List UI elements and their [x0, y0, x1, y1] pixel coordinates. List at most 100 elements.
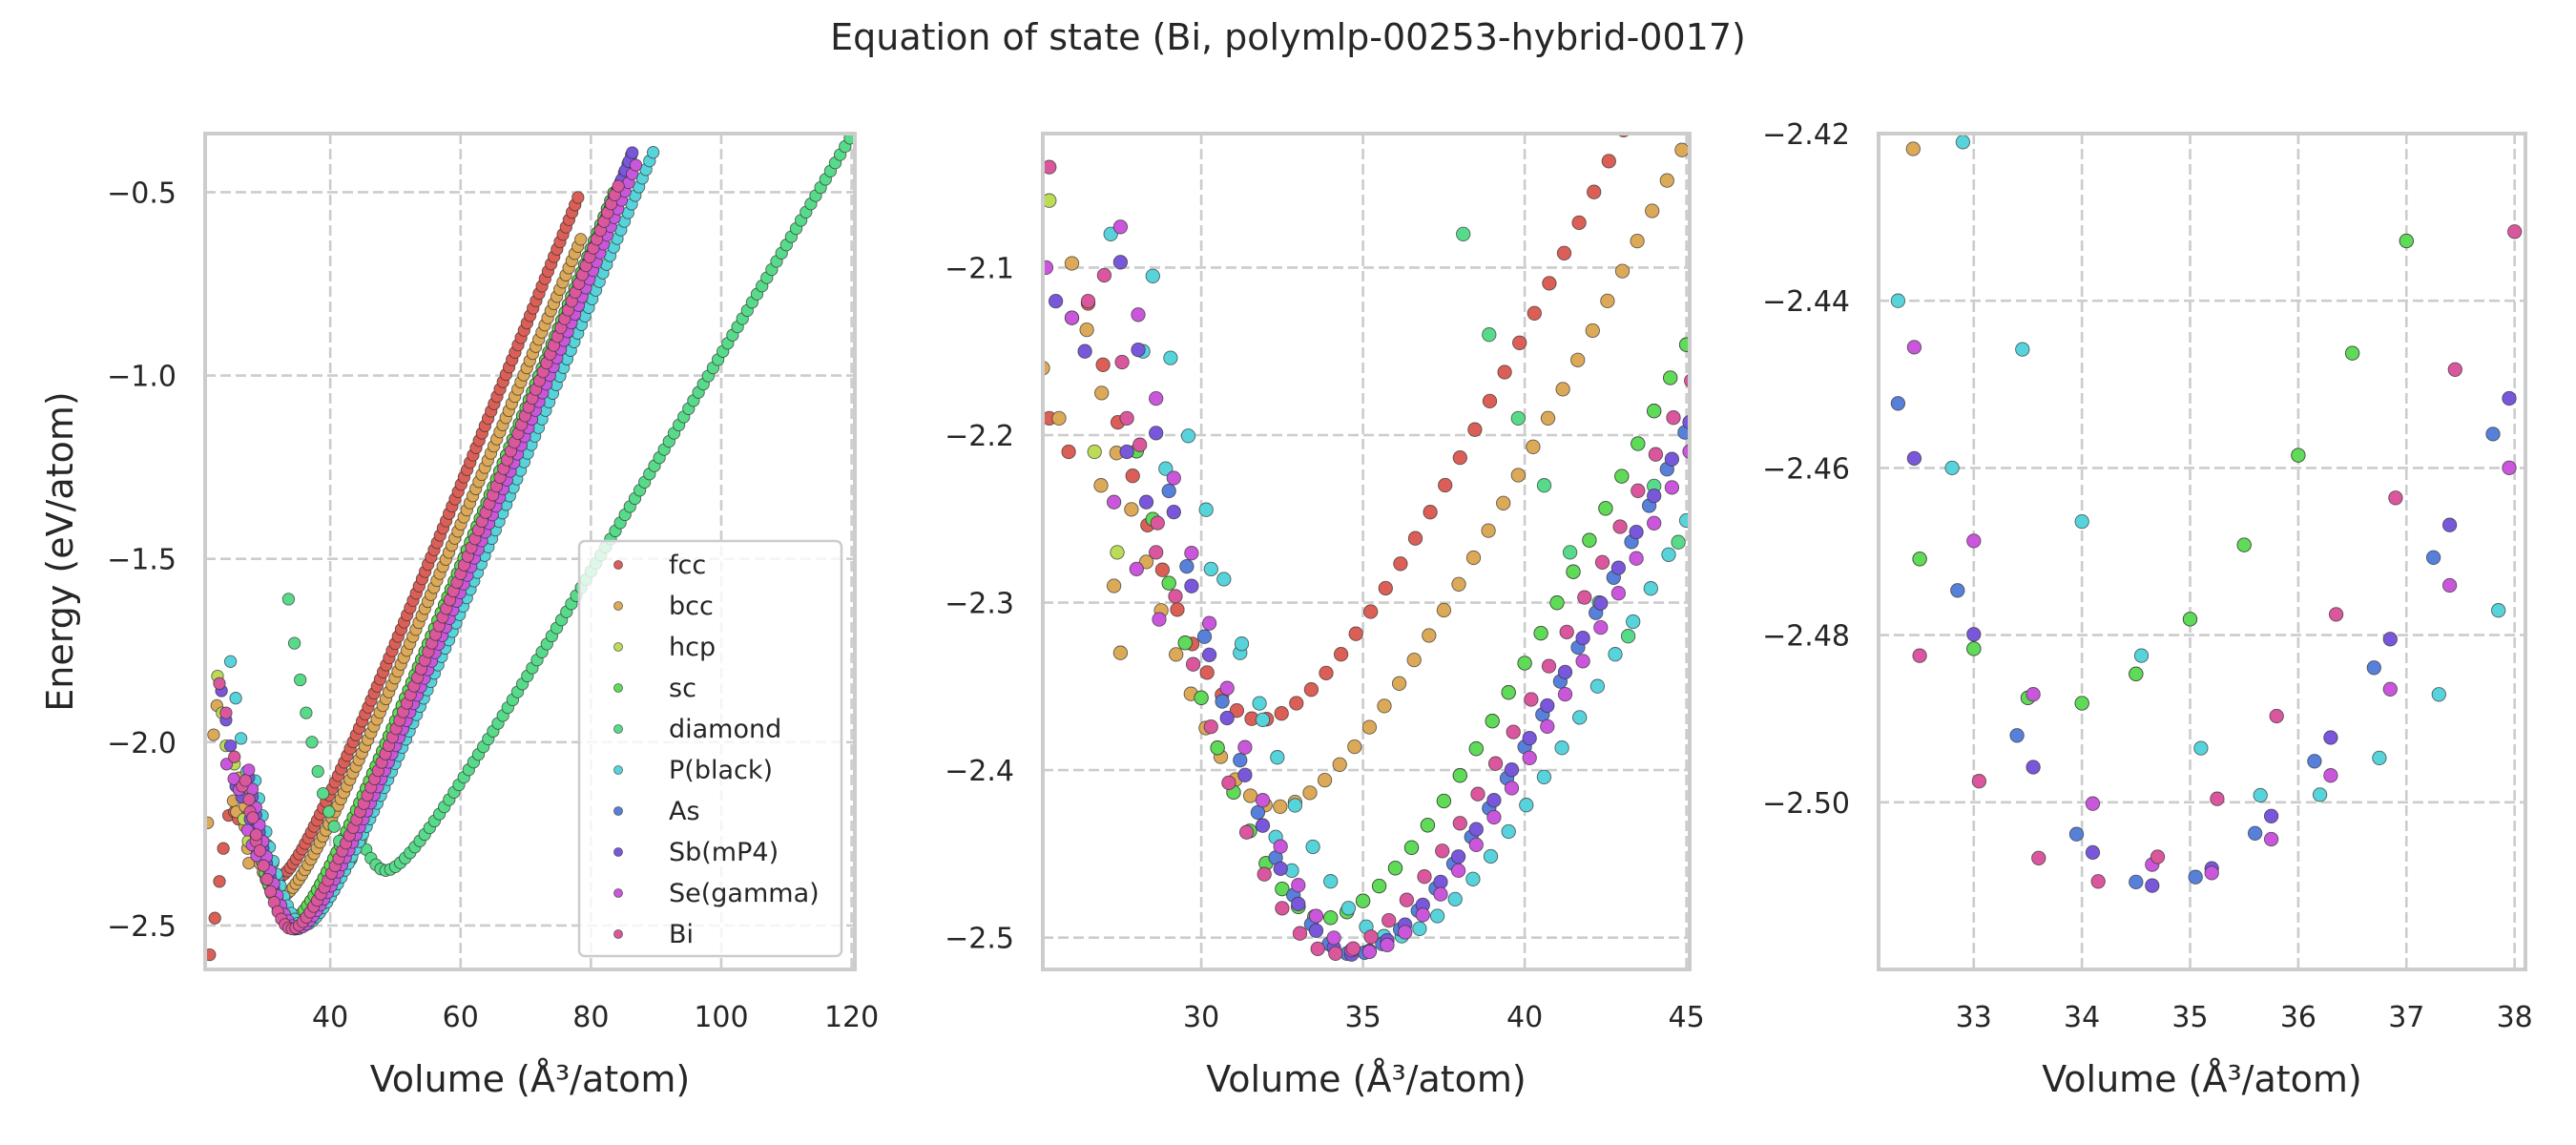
data-point: [1572, 710, 1588, 725]
axes-frame: [1041, 132, 1692, 971]
data-point: [2210, 791, 2225, 806]
legend-label: Sb(mP4): [669, 838, 779, 867]
y-tick-label: −2.50: [1762, 787, 1850, 821]
data-point: [2074, 696, 2089, 711]
data-point: [1482, 327, 1497, 343]
data-point: [2447, 362, 2462, 377]
data-point: [1166, 504, 1181, 520]
data-point: [1048, 293, 1064, 309]
x-tick-label: 120: [824, 1001, 879, 1034]
data-point: [263, 885, 278, 899]
data-point: [1323, 910, 1339, 926]
x-tick-label: 30: [1183, 1001, 1219, 1034]
data-point: [1483, 848, 1499, 864]
data-point: [2253, 787, 2268, 803]
data-point: [1612, 519, 1628, 534]
data-point: [1201, 647, 1217, 662]
data-point: [1064, 310, 1080, 325]
data-point: [246, 811, 260, 824]
series-hcp: [1912, 233, 2414, 711]
data-point: [1112, 255, 1129, 270]
data-point: [1468, 837, 1484, 853]
data-point: [1614, 263, 1631, 279]
data-point: [1347, 739, 1362, 755]
y-tick-label: −2.5: [945, 923, 1014, 956]
data-point: [327, 820, 341, 833]
data-point: [1114, 354, 1130, 370]
data-point: [1467, 422, 1483, 437]
data-point: [219, 706, 233, 719]
data-point: [1412, 921, 1427, 936]
data-point: [2425, 550, 2441, 565]
data-point: [2382, 681, 2398, 697]
data-point: [1504, 781, 1520, 796]
data-point: [1452, 768, 1467, 783]
data-point: [1585, 323, 1600, 339]
data-point: [626, 146, 639, 159]
legend-label: sc: [669, 674, 696, 703]
data-point: [1415, 907, 1430, 923]
x-tick-label: 37: [2388, 1001, 2424, 1034]
data-point: [1510, 410, 1526, 427]
data-point: [1229, 703, 1245, 718]
data-point: [1150, 515, 1165, 531]
data-point: [1095, 357, 1111, 372]
data-point: [1906, 340, 1922, 355]
data-point: [1275, 901, 1290, 916]
data-point: [228, 750, 241, 763]
data-point: [1450, 849, 1466, 864]
y-axis-label: Energy (eV/atom): [39, 391, 81, 711]
series-Bi: [1043, 159, 1690, 961]
data-point: [1106, 494, 1122, 510]
legend-marker: [613, 642, 623, 652]
data-point: [2133, 648, 2150, 663]
data-point: [2399, 233, 2414, 249]
data-point: [1387, 861, 1403, 876]
data-point: [2323, 730, 2338, 745]
data-point: [223, 739, 238, 753]
data-point: [1562, 545, 1578, 560]
data-point: [2025, 687, 2041, 702]
legend-marker: [613, 806, 623, 816]
data-point: [1110, 545, 1125, 560]
data-point: [1219, 680, 1235, 696]
axes-frame: [203, 132, 857, 971]
series-Sb(mP4): [1906, 390, 2517, 893]
data-point: [2431, 687, 2446, 702]
data-point: [1326, 930, 1341, 946]
data-point: [205, 816, 215, 829]
data-point: [1577, 590, 1592, 605]
data-point: [1132, 437, 1148, 452]
data-point: [2312, 787, 2328, 802]
x-tick-label: 40: [1506, 1001, 1543, 1034]
data-point: [1971, 774, 1987, 789]
legend-marker: [613, 683, 623, 693]
data-point: [1601, 154, 1616, 169]
data-point: [1161, 575, 1176, 591]
y-tick-label: −2.4: [945, 755, 1014, 788]
legend-item: Sb(mP4): [613, 838, 779, 867]
panel-zoom-min: 33 34 35 36 37 38 −2.42 −2.44 −2.46 −2.48 −2.50 Vol…: [1762, 118, 2533, 1100]
legend-marker: [613, 560, 623, 570]
data-point: [1166, 470, 1181, 486]
legend-item: fcc: [613, 551, 706, 580]
series-bcc: [1905, 119, 1969, 156]
data-point: [305, 736, 319, 749]
data-point: [287, 636, 301, 650]
data-point: [1506, 724, 1521, 739]
data-point: [1377, 698, 1392, 714]
data-point: [1470, 786, 1485, 802]
data-point: [1614, 468, 1630, 484]
data-point: [1112, 219, 1129, 235]
data-point: [1452, 816, 1467, 831]
data-point: [1378, 580, 1393, 596]
data-point: [1647, 515, 1662, 531]
data-point: [2441, 517, 2458, 532]
data-point: [1154, 562, 1171, 577]
data-point: [1255, 793, 1271, 808]
data-point: [1179, 558, 1195, 574]
data-point: [217, 842, 230, 855]
data-point: [234, 732, 248, 745]
data-point: [1956, 119, 1969, 133]
data-point: [1184, 546, 1199, 561]
